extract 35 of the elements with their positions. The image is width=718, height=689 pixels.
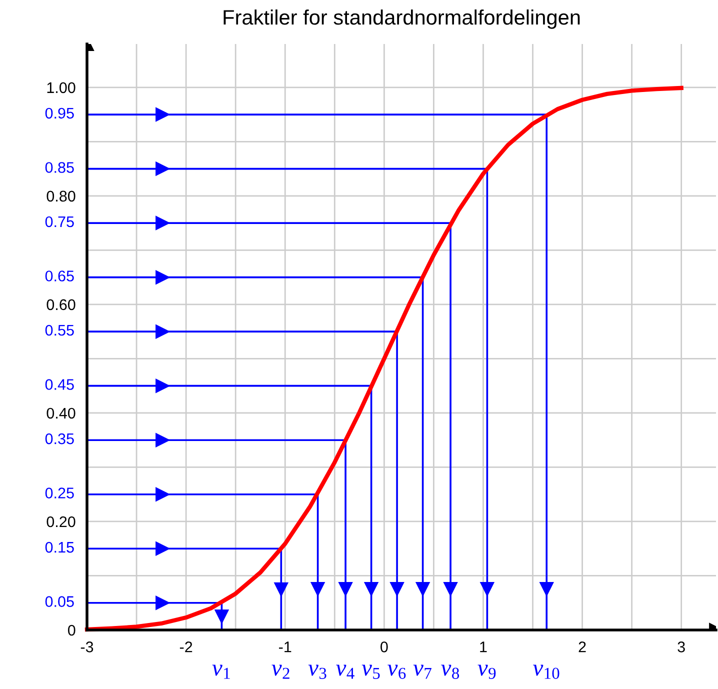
- annotation: v$_{5}$: [362, 664, 380, 679]
- x-tick-label: -2: [180, 642, 192, 652]
- line-series: [84, 86, 684, 632]
- annotation: v$_{10}$: [533, 664, 560, 679]
- x-tick-label: 3: [678, 642, 685, 652]
- y-tick-label: 0.20: [46, 516, 76, 528]
- annotation: 0.05: [45, 596, 74, 607]
- y-tick-label: 0: [68, 624, 76, 636]
- y-tick-label: 0.80: [46, 190, 76, 202]
- annotation: v$_{9}$: [478, 664, 496, 679]
- annotation: v$_{1}$: [212, 664, 230, 679]
- annotation: v$_{3}$: [308, 664, 326, 679]
- annotation: v$_{8}$: [441, 664, 460, 679]
- annotation: 0.25: [45, 488, 74, 498]
- x-tick-label: -1: [278, 642, 292, 652]
- x-tick-label: 2: [578, 642, 586, 652]
- annotation: v$_{6}$: [388, 664, 406, 679]
- annotation: v$_{7}$: [413, 664, 432, 679]
- annotation: 0.75: [45, 216, 74, 228]
- annotation: 0.15: [45, 542, 74, 553]
- annotation: v$_{4}$: [336, 664, 354, 679]
- annotation: 0.55: [45, 324, 74, 336]
- annotation: 0.45: [45, 379, 74, 390]
- annotation: v$_{2}$: [272, 664, 290, 679]
- annotation: 0.35: [45, 433, 74, 444]
- y-tick-label: 0.60: [46, 299, 76, 310]
- x-tick-label: 0: [380, 642, 388, 652]
- annotation: 0.65: [45, 270, 74, 282]
- chart-title: Fraktiler for standardnormalfordelingen: [224, 9, 580, 29]
- annotation: 0.85: [45, 162, 74, 173]
- annotation: 0.95: [45, 108, 74, 119]
- y-tick-label: 1.00: [47, 82, 76, 94]
- y-tick-label: 0.40: [46, 408, 76, 419]
- x-tick-label: 1: [480, 642, 487, 652]
- x-tick-label: -3: [80, 642, 94, 652]
